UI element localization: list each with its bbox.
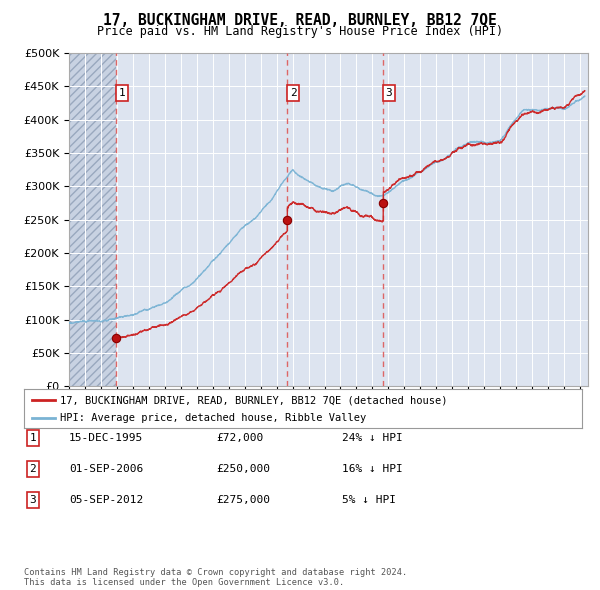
- Text: Contains HM Land Registry data © Crown copyright and database right 2024.
This d: Contains HM Land Registry data © Crown c…: [24, 568, 407, 587]
- Text: £275,000: £275,000: [216, 496, 270, 505]
- Text: 16% ↓ HPI: 16% ↓ HPI: [342, 464, 403, 474]
- Text: 24% ↓ HPI: 24% ↓ HPI: [342, 433, 403, 442]
- Text: £72,000: £72,000: [216, 433, 263, 442]
- Text: 3: 3: [29, 496, 37, 505]
- Text: HPI: Average price, detached house, Ribble Valley: HPI: Average price, detached house, Ribb…: [60, 413, 367, 423]
- Text: 05-SEP-2012: 05-SEP-2012: [69, 496, 143, 505]
- Text: 01-SEP-2006: 01-SEP-2006: [69, 464, 143, 474]
- Text: 5% ↓ HPI: 5% ↓ HPI: [342, 496, 396, 505]
- Text: 1: 1: [119, 88, 125, 98]
- Text: £250,000: £250,000: [216, 464, 270, 474]
- Text: 15-DEC-1995: 15-DEC-1995: [69, 433, 143, 442]
- Text: 17, BUCKINGHAM DRIVE, READ, BURNLEY, BB12 7QE (detached house): 17, BUCKINGHAM DRIVE, READ, BURNLEY, BB1…: [60, 395, 448, 405]
- Polygon shape: [69, 53, 116, 386]
- Text: 1: 1: [29, 433, 37, 442]
- Text: 17, BUCKINGHAM DRIVE, READ, BURNLEY, BB12 7QE: 17, BUCKINGHAM DRIVE, READ, BURNLEY, BB1…: [103, 13, 497, 28]
- Text: 2: 2: [29, 464, 37, 474]
- Text: 3: 3: [386, 88, 392, 98]
- Text: 2: 2: [290, 88, 296, 98]
- Text: Price paid vs. HM Land Registry's House Price Index (HPI): Price paid vs. HM Land Registry's House …: [97, 25, 503, 38]
